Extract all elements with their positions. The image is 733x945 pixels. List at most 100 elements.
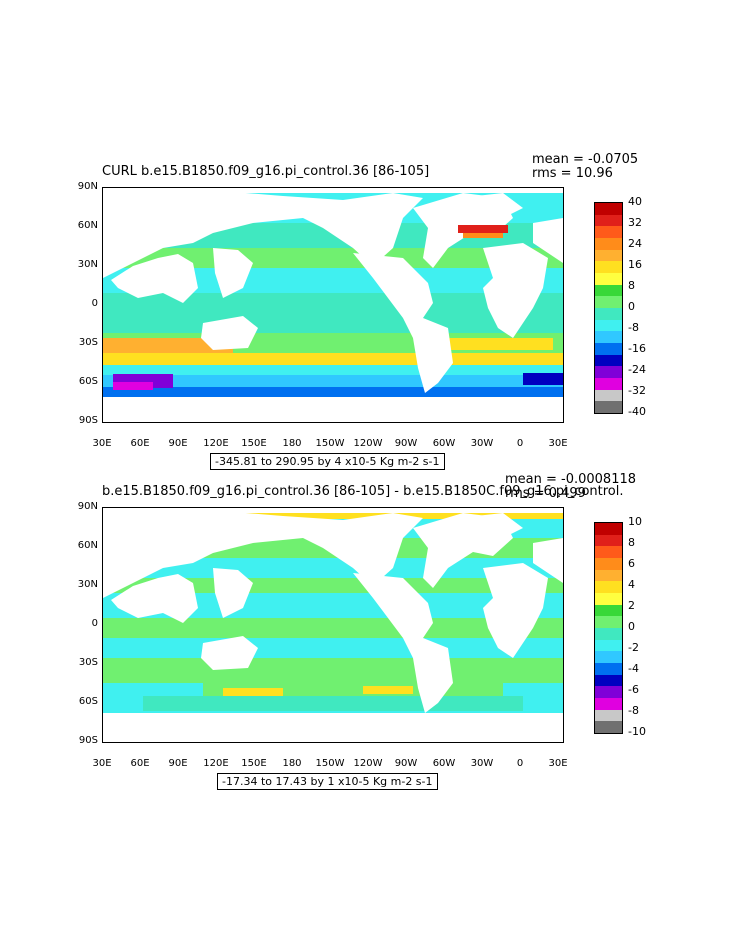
lon-label: 180 <box>282 438 302 449</box>
lon-label: 150E <box>241 438 267 449</box>
lon-label: 30W <box>470 758 494 769</box>
colorbar-segment <box>595 697 622 710</box>
lat-label: 30N <box>77 579 98 590</box>
lon-label: 120W <box>353 758 383 769</box>
colorbar-label: 40 <box>628 195 642 208</box>
colorbar-label: 6 <box>628 557 635 570</box>
colorbar-label: -40 <box>628 405 646 418</box>
colorbar-segment <box>595 604 622 617</box>
map-panel-1: CURL b.e15.B1850.f09_g16.pi_control.36 [… <box>0 150 733 470</box>
colorbar-segment <box>595 261 622 273</box>
lon-label: 150W <box>315 758 345 769</box>
colorbar-segment <box>595 319 622 332</box>
lat-label: 90S <box>78 735 98 746</box>
colorbar-label: 0 <box>628 300 635 313</box>
colorbar-segment <box>595 709 622 722</box>
colorbar-label: -10 <box>628 725 646 738</box>
lon-label: 30E <box>92 438 112 449</box>
colorbar-segment <box>595 662 622 675</box>
colorbar-segment <box>595 546 622 558</box>
lon-label: 30E <box>92 758 112 769</box>
colorbar-segment <box>595 284 622 297</box>
lat-label: 90N <box>77 501 98 512</box>
panel-1-rms: rms = 10.96 <box>532 166 613 181</box>
lon-label: 0 <box>516 758 524 769</box>
colorbar-segment <box>595 721 622 733</box>
colorbar-segment <box>595 581 622 593</box>
colorbar-segment <box>595 331 622 343</box>
panel-2-colorbar <box>594 522 623 734</box>
colorbar-segment <box>595 272 622 285</box>
lon-label: 30W <box>470 438 494 449</box>
lon-label: 150W <box>315 438 345 449</box>
colorbar-label: 24 <box>628 237 642 250</box>
colorbar-label: -8 <box>628 704 639 717</box>
colorbar-segment <box>595 627 622 640</box>
colorbar-label: 32 <box>628 216 642 229</box>
colorbar-segment <box>595 354 622 367</box>
lat-label: 60N <box>77 540 98 551</box>
lat-label: 0 <box>91 298 98 309</box>
map-2-frame <box>102 507 564 743</box>
lon-label: 150E <box>241 758 267 769</box>
lat-label: 90N <box>77 181 98 192</box>
colorbar-label: 8 <box>628 279 635 292</box>
colorbar-segment <box>595 639 622 652</box>
lon-label: 120W <box>353 438 383 449</box>
lat-label: 60N <box>77 220 98 231</box>
colorbar-label: 16 <box>628 258 642 271</box>
panel-2-title: b.e15.B1850.f09_g16.pi_control.36 [86-10… <box>102 484 624 499</box>
colorbar-segment <box>595 226 622 238</box>
lat-label: 60S <box>78 696 98 707</box>
panel-1-mean: mean = -0.0705 <box>532 152 639 167</box>
colorbar-label: 0 <box>628 620 635 633</box>
colorbar-label: 4 <box>628 578 635 591</box>
colorbar-segment <box>595 686 622 698</box>
lon-label: 90W <box>394 758 418 769</box>
lat-label: 30N <box>77 259 98 270</box>
colorbar-segment <box>595 249 622 262</box>
colorbar-segment <box>595 377 622 390</box>
colorbar-label: -24 <box>628 363 646 376</box>
map-1-frame <box>102 187 564 423</box>
panel-2-range-text: -17.34 to 17.43 by 1 x10-5 Kg m-2 s-1 <box>217 773 438 790</box>
colorbar-segment <box>595 203 622 215</box>
colorbar-segment <box>595 592 622 605</box>
colorbar-segment <box>595 523 622 535</box>
colorbar-segment <box>595 307 622 320</box>
lon-label: 90E <box>168 758 188 769</box>
lon-label: 30E <box>548 438 568 449</box>
panel-1-colorbar <box>594 202 623 414</box>
lon-label: 180 <box>282 758 302 769</box>
panel-1-title: CURL b.e15.B1850.f09_g16.pi_control.36 [… <box>102 164 430 179</box>
panel-2-mean: mean = -0.0008118 <box>505 472 637 487</box>
lat-label: 30S <box>78 337 98 348</box>
lon-label: 0 <box>516 438 524 449</box>
lon-label: 60W <box>432 758 456 769</box>
lat-label: 90S <box>78 415 98 426</box>
colorbar-segment <box>595 616 622 628</box>
colorbar-label: -8 <box>628 321 639 334</box>
colorbar-segment <box>595 674 622 687</box>
colorbar-segment <box>595 296 622 308</box>
colorbar-label: 2 <box>628 599 635 612</box>
colorbar-segment <box>595 237 622 250</box>
colorbar-segment <box>595 534 622 547</box>
lat-label: 30S <box>78 657 98 668</box>
colorbar-label: -4 <box>628 662 639 675</box>
colorbar-segment <box>595 651 622 663</box>
panel-1-range-text: -345.81 to 290.95 by 4 x10-5 Kg m-2 s-1 <box>210 453 445 470</box>
colorbar-segment <box>595 569 622 582</box>
lon-label: 120E <box>203 758 229 769</box>
colorbar-label: -2 <box>628 641 639 654</box>
panel-2-rms: rms = 0.499 <box>505 486 586 501</box>
lon-label: 30E <box>548 758 568 769</box>
lon-label: 60W <box>432 438 456 449</box>
lon-label: 60E <box>130 438 150 449</box>
lat-label: 0 <box>91 618 98 629</box>
colorbar-label: -16 <box>628 342 646 355</box>
colorbar-label: 8 <box>628 536 635 549</box>
map-panel-2: b.e15.B1850.f09_g16.pi_control.36 [86-10… <box>0 470 733 800</box>
lon-label: 60E <box>130 758 150 769</box>
map-1-field <box>103 188 563 422</box>
